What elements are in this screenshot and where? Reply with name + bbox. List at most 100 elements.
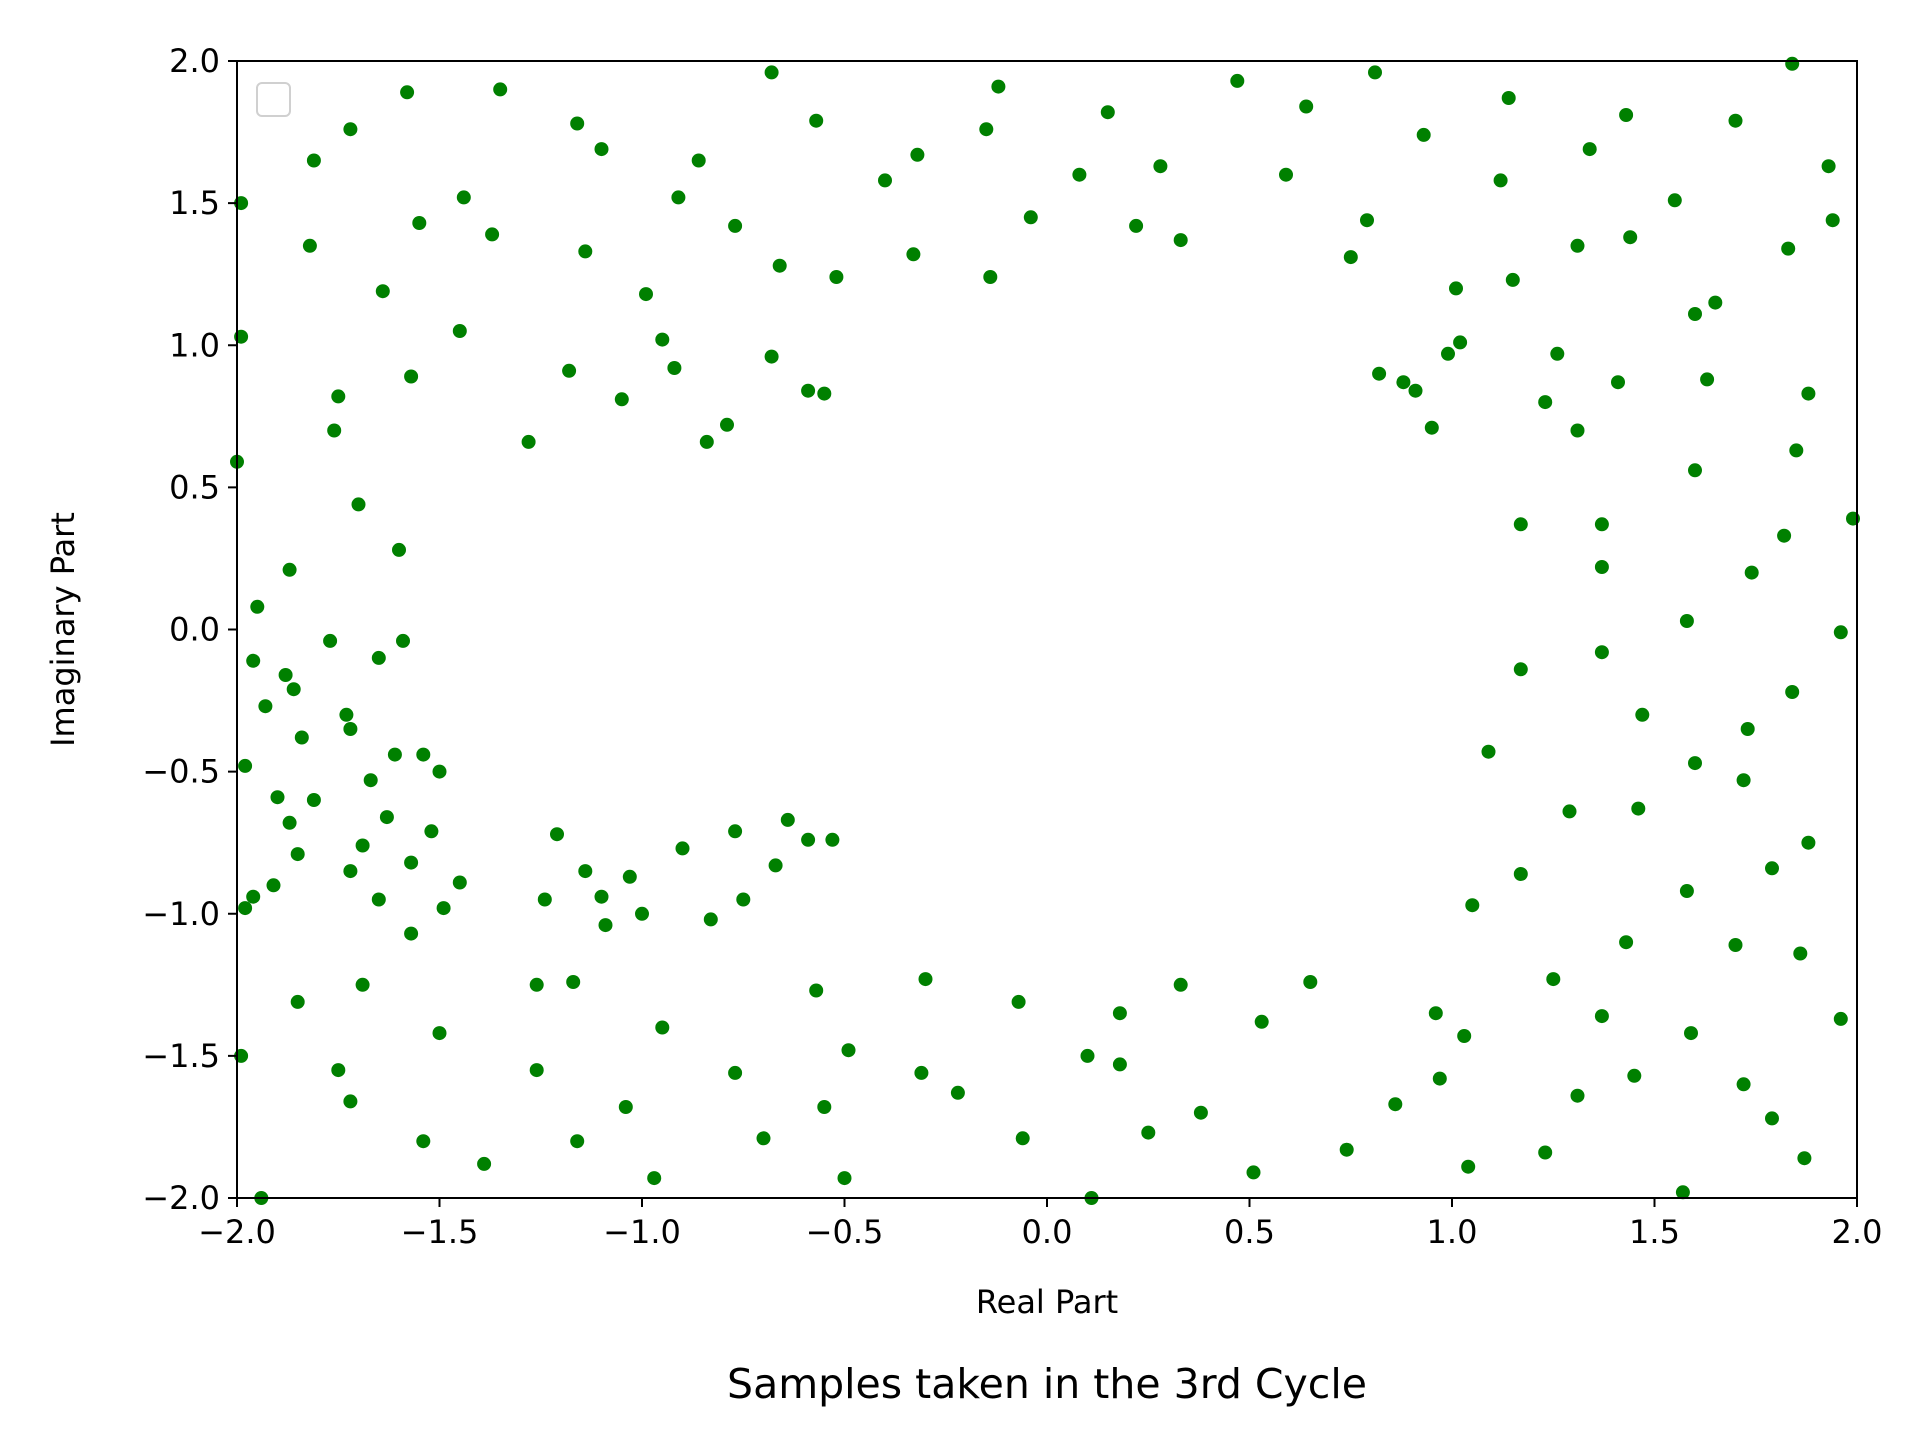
scatter-point: [635, 906, 649, 921]
scatter-point: [1193, 1105, 1208, 1120]
scatter-point: [343, 722, 358, 736]
scatter-point: [1635, 707, 1650, 722]
scatter-point: [1129, 218, 1144, 233]
scatter-point: [1765, 861, 1779, 876]
scatter-point: [837, 1171, 852, 1186]
scatter-point: [1688, 463, 1702, 478]
scatter-point: [1797, 1151, 1812, 1166]
scatter-point: [1299, 99, 1314, 114]
scatter-point: [1700, 372, 1715, 387]
scatter-point: [1736, 773, 1751, 788]
scatter-point: [825, 832, 840, 847]
scatter-point: [375, 284, 390, 299]
scatter-point: [1505, 272, 1520, 287]
scatter-point: [1303, 975, 1318, 989]
scatter-point: [529, 977, 544, 992]
scatter-point: [594, 889, 609, 904]
y-tick-label: −1.0: [142, 895, 220, 933]
scatter-point: [878, 173, 892, 188]
scatter-point: [1594, 517, 1609, 532]
scatter-point: [371, 650, 386, 665]
scatter-point: [618, 1100, 633, 1114]
scatter-point: [537, 892, 552, 907]
scatter-point: [404, 369, 419, 384]
scatter-point: [918, 972, 933, 987]
scatter-point: [282, 562, 297, 577]
scatter-point: [801, 383, 816, 398]
scatter-point: [1112, 1006, 1127, 1021]
scatter-point: [396, 633, 410, 648]
scatter-point: [550, 827, 564, 842]
scatter-point: [1833, 625, 1848, 640]
scatter-point: [258, 699, 273, 714]
x-tick-label: −1.5: [401, 1213, 479, 1251]
scatter-point: [703, 912, 718, 927]
scatter-point: [1513, 662, 1528, 677]
scatter-point: [1279, 167, 1293, 182]
chart-caption: Samples taken in the 3rd Cycle: [727, 1360, 1367, 1408]
scatter-point: [1072, 167, 1087, 182]
scatter-point: [1570, 238, 1585, 253]
scatter-point: [1744, 565, 1759, 580]
scatter-point: [910, 147, 925, 162]
scatter-point: [566, 975, 581, 989]
scatter-point: [914, 1065, 929, 1080]
scatter-point: [1833, 1011, 1848, 1026]
scatter-point: [1372, 366, 1387, 381]
scatter-point: [1465, 898, 1480, 913]
scatter-point: [983, 270, 998, 284]
scatter-point: [1080, 1048, 1095, 1063]
scatter-point: [817, 1100, 832, 1114]
scatter-point: [432, 1026, 447, 1041]
scatter-point: [1428, 1006, 1443, 1021]
scatter-point: [323, 633, 338, 648]
scatter-point: [294, 730, 309, 745]
scatter-point: [1679, 884, 1694, 898]
scatter-point: [351, 497, 366, 512]
scatter-point: [270, 790, 285, 805]
scatter-point: [1173, 977, 1188, 992]
y-tick-label: −1.5: [142, 1037, 220, 1075]
scatter-point: [424, 824, 439, 839]
scatter-point: [1708, 295, 1723, 310]
points-layer: [230, 56, 1860, 1205]
scatter-point: [1801, 835, 1816, 850]
scatter-point: [392, 542, 406, 557]
scatter-point: [456, 190, 471, 205]
scatter-point: [282, 815, 297, 830]
scatter-point: [1825, 213, 1840, 228]
scatter-point: [691, 153, 706, 168]
scatter-point: [598, 918, 613, 933]
scatter-point: [768, 858, 783, 873]
scatter-point: [1546, 972, 1561, 987]
scatter-point: [452, 324, 467, 338]
scatter-point: [1461, 1159, 1476, 1174]
scatter-point: [404, 926, 419, 941]
scatter-point: [290, 847, 305, 862]
scatter-point: [436, 901, 451, 916]
scatter-point: [841, 1043, 856, 1058]
scatter-point: [906, 247, 921, 262]
y-tick-label: 1.5: [169, 184, 220, 222]
scatter-point: [801, 832, 816, 847]
x-tick-label: 1.0: [1427, 1213, 1478, 1251]
scatter-point: [639, 287, 653, 302]
scatter-point: [1550, 346, 1565, 361]
scatter-point: [493, 82, 508, 97]
scatter-point: [1623, 230, 1638, 245]
scatter-point: [764, 65, 779, 80]
scatter-point: [1801, 386, 1816, 401]
scatter-point: [1023, 210, 1038, 225]
scatter-point: [1457, 1029, 1472, 1043]
scatter-point: [412, 216, 427, 230]
scatter-point: [416, 747, 431, 762]
y-axis: −2.0 −1.5 −1.0 −0.5 0.0 0.5 1.0 1.5 2.0: [142, 42, 237, 1217]
scatter-point: [1368, 65, 1382, 80]
scatter-point: [1112, 1057, 1127, 1072]
scatter-point: [1728, 113, 1743, 128]
scatter-point: [570, 116, 585, 131]
scatter-point: [647, 1171, 662, 1186]
scatter-point: [485, 227, 500, 242]
scatter-point: [728, 824, 743, 839]
